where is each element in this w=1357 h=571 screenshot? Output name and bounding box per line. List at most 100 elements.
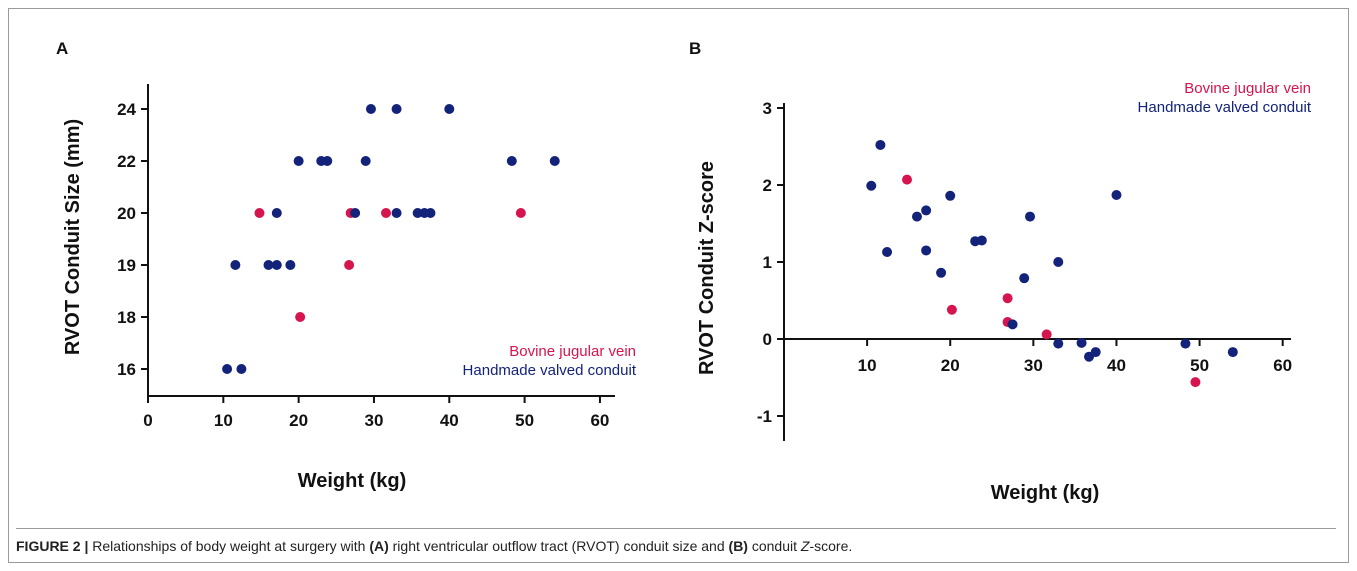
panel-b-point-handmade bbox=[921, 245, 932, 256]
panel-b-point-bovine bbox=[1002, 293, 1013, 304]
panel-b-x-tick-label: 30 bbox=[1024, 356, 1043, 375]
panel-a-y-tick-label: 19 bbox=[117, 256, 136, 275]
panel-b-point-bovine bbox=[902, 174, 913, 185]
panel-b-point-bovine bbox=[1041, 329, 1052, 340]
panel-b-point-handmade bbox=[1227, 347, 1238, 358]
panel-a-x-tick-label: 10 bbox=[214, 411, 233, 430]
panel-a-point-handmade bbox=[444, 104, 455, 114]
caption-panel-a-ref: (A) bbox=[369, 538, 389, 554]
panel-b-point-handmade bbox=[1076, 337, 1087, 348]
panel-b-point-bovine bbox=[946, 304, 957, 315]
caption-text-1: Relationships of body weight at surgery … bbox=[88, 538, 370, 554]
panel-b-x-tick-label: 10 bbox=[858, 356, 877, 375]
panel-a-point-handmade bbox=[271, 260, 282, 270]
panel-b-scatter-chart: B 10 20 30 40 50 60 -1 0 1 2 3 Weight (kg) RVOT C… bbox=[689, 39, 1312, 504]
panel-b-x-axis-title: Weight (kg) bbox=[991, 482, 1100, 504]
panel-a-point-bovine bbox=[515, 208, 526, 218]
panel-b-x-ticks: 10 20 30 40 50 60 bbox=[858, 339, 1292, 375]
panel-b-point-handmade bbox=[1111, 190, 1122, 201]
panel-a-point-handmade bbox=[293, 156, 304, 166]
panel-a-point-handmade bbox=[230, 260, 241, 270]
panel-a-point-handmade bbox=[236, 364, 247, 374]
panel-b-x-tick-label: 60 bbox=[1273, 356, 1292, 375]
panel-a-point-handmade bbox=[285, 260, 296, 270]
panel-a-point-handmade bbox=[360, 156, 371, 166]
panel-a-point-handmade bbox=[322, 156, 333, 166]
caption-text-2: right ventricular outflow tract (RVOT) c… bbox=[388, 538, 729, 554]
panel-b-point-handmade bbox=[921, 205, 932, 216]
panel-b-point-handmade bbox=[1090, 347, 1101, 358]
panel-b-letter: B bbox=[689, 39, 701, 58]
panel-b-point-bovine bbox=[1190, 377, 1201, 388]
panel-a-x-tick-label: 30 bbox=[365, 411, 384, 430]
panel-a-point-handmade bbox=[365, 104, 376, 114]
panel-a-point-handmade bbox=[391, 208, 402, 218]
panel-a-point-handmade bbox=[271, 208, 282, 218]
panel-a-y-tick-label: 16 bbox=[117, 360, 136, 379]
panel-a-y-ticks: 16 18 19 20 22 24 bbox=[117, 100, 148, 379]
panel-b-x-tick-label: 50 bbox=[1190, 356, 1209, 375]
panel-b-y-tick-label: -1 bbox=[757, 407, 772, 426]
panel-a-y-tick-label: 24 bbox=[117, 100, 136, 119]
panel-a-x-tick-label: 50 bbox=[515, 411, 534, 430]
panel-a-x-tick-label: 20 bbox=[289, 411, 308, 430]
panel-a-x-tick-label: 0 bbox=[143, 411, 152, 430]
panel-b-y-ticks: -1 0 1 2 3 bbox=[757, 99, 784, 426]
panel-b-legend-handmade: Handmade valved conduit bbox=[1138, 99, 1312, 116]
caption-panel-b-ref: (B) bbox=[728, 538, 748, 554]
caption-z-letter: Z bbox=[800, 538, 810, 554]
panel-a-x-axis-title: Weight (kg) bbox=[298, 470, 407, 492]
panel-a-point-handmade bbox=[263, 260, 274, 270]
panel-a-x-tick-label: 40 bbox=[440, 411, 459, 430]
panel-a-point-bovine bbox=[254, 208, 265, 218]
panel-b-point-handmade bbox=[911, 211, 922, 222]
panel-a-y-tick-label: 18 bbox=[117, 308, 136, 327]
panel-b-y-tick-label: 0 bbox=[763, 330, 772, 349]
panel-a-axes bbox=[147, 84, 615, 397]
panel-a-point-handmade bbox=[391, 104, 402, 114]
panel-b-y-tick-label: 1 bbox=[763, 253, 772, 272]
panel-a-y-tick-label: 20 bbox=[117, 204, 136, 223]
panel-a-point-handmade bbox=[222, 364, 233, 374]
figure-frame: A 0 10 20 30 40 50 60 16 18 19 20 22 24 Weight (kg)… bbox=[8, 8, 1349, 563]
panel-a-x-ticks: 0 10 20 30 40 50 60 bbox=[143, 396, 609, 430]
panel-a-y-tick-label: 22 bbox=[117, 152, 136, 171]
panel-a-point-bovine bbox=[381, 208, 392, 218]
panel-b-point-handmade bbox=[976, 235, 987, 246]
panel-b-x-tick-label: 40 bbox=[1107, 356, 1126, 375]
panel-a-point-bovine bbox=[344, 260, 355, 270]
panel-a-letter: A bbox=[56, 39, 68, 58]
caption-figure-label: FIGURE 2 | bbox=[16, 538, 89, 554]
panel-b-point-handmade bbox=[936, 267, 947, 278]
panel-b-point-handmade bbox=[1025, 211, 1036, 222]
panel-a-y-axis-title: RVOT Conduit Size (mm) bbox=[62, 119, 84, 355]
caption-text-4: -score. bbox=[809, 538, 853, 554]
panel-a-scatter-chart: A 0 10 20 30 40 50 60 16 18 19 20 22 24 Weight (kg)… bbox=[56, 39, 637, 492]
panel-b-point-handmade bbox=[1053, 257, 1064, 267]
panel-b-point-handmade bbox=[875, 139, 886, 150]
figure-caption: FIGURE 2 | Relationships of body weight … bbox=[16, 528, 1336, 554]
panel-b-y-tick-label: 3 bbox=[763, 99, 772, 118]
panel-b-legend-bovine: Bovine jugular vein bbox=[1184, 80, 1311, 97]
panel-b-point-handmade bbox=[882, 246, 893, 257]
panel-b-point-handmade bbox=[1180, 338, 1191, 349]
panel-a-point-handmade bbox=[350, 208, 361, 218]
panel-a-point-bovine bbox=[295, 312, 306, 322]
panel-b-y-tick-label: 2 bbox=[763, 176, 772, 195]
panel-b-point-handmade bbox=[1053, 338, 1064, 349]
panel-b-y-axis-title: RVOT Conduit Z-score bbox=[696, 161, 718, 375]
panel-a-legend-handmade: Handmade valved conduit bbox=[463, 362, 637, 379]
panel-b-y-axis-title-text: RVOT Conduit Z-score bbox=[696, 161, 718, 375]
panel-b-point-handmade bbox=[1007, 319, 1018, 330]
panel-b-point-handmade bbox=[866, 180, 877, 191]
panel-b-points bbox=[866, 139, 1238, 388]
caption-text-3: conduit bbox=[747, 538, 801, 554]
panel-a-legend-bovine: Bovine jugular vein bbox=[509, 343, 636, 360]
panel-b-point-handmade bbox=[1019, 273, 1030, 284]
panel-a-points bbox=[222, 104, 560, 374]
panel-a-point-handmade bbox=[549, 156, 560, 166]
panel-b-point-handmade bbox=[945, 190, 956, 201]
panel-b-axes bbox=[783, 103, 1291, 441]
panel-b-x-tick-label: 20 bbox=[941, 356, 960, 375]
